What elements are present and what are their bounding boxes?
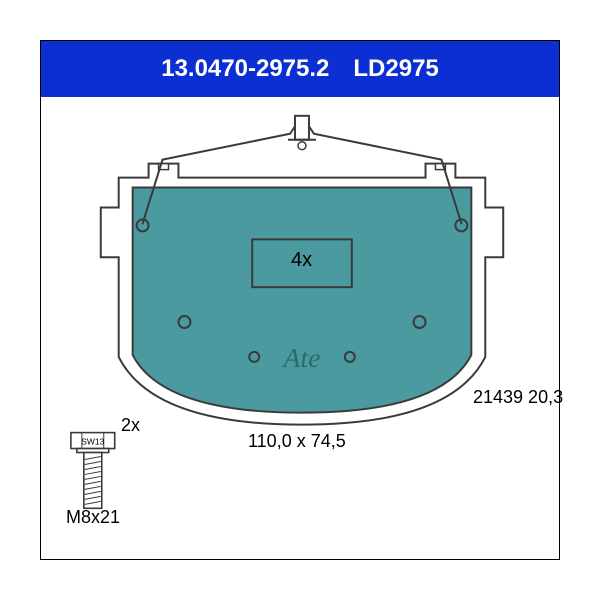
diagram-area: Ate SW13 4x 110,0 x 74,5 21439 20,3 2x M… bbox=[41, 97, 559, 561]
svg-text:Ate: Ate bbox=[281, 343, 320, 374]
bolt-size-label: M8x21 bbox=[66, 507, 120, 528]
wva-label: 21439 20,3 bbox=[473, 387, 563, 408]
part-code: LD2975 bbox=[353, 55, 438, 83]
technical-drawing: Ate SW13 bbox=[41, 97, 559, 561]
part-number: 13.0470-2975.2 bbox=[161, 55, 329, 83]
dimension-label: 110,0 x 74,5 bbox=[248, 431, 346, 452]
diagram-frame: 13.0470-2975.2 LD2975 Ate SW13 4x 110,0 … bbox=[40, 40, 560, 560]
pad-qty-label: 4x bbox=[291, 249, 312, 272]
header-bar: 13.0470-2975.2 LD2975 bbox=[41, 41, 559, 97]
svg-text:SW13: SW13 bbox=[81, 437, 104, 447]
bolt-qty-label: 2x bbox=[121, 415, 140, 436]
